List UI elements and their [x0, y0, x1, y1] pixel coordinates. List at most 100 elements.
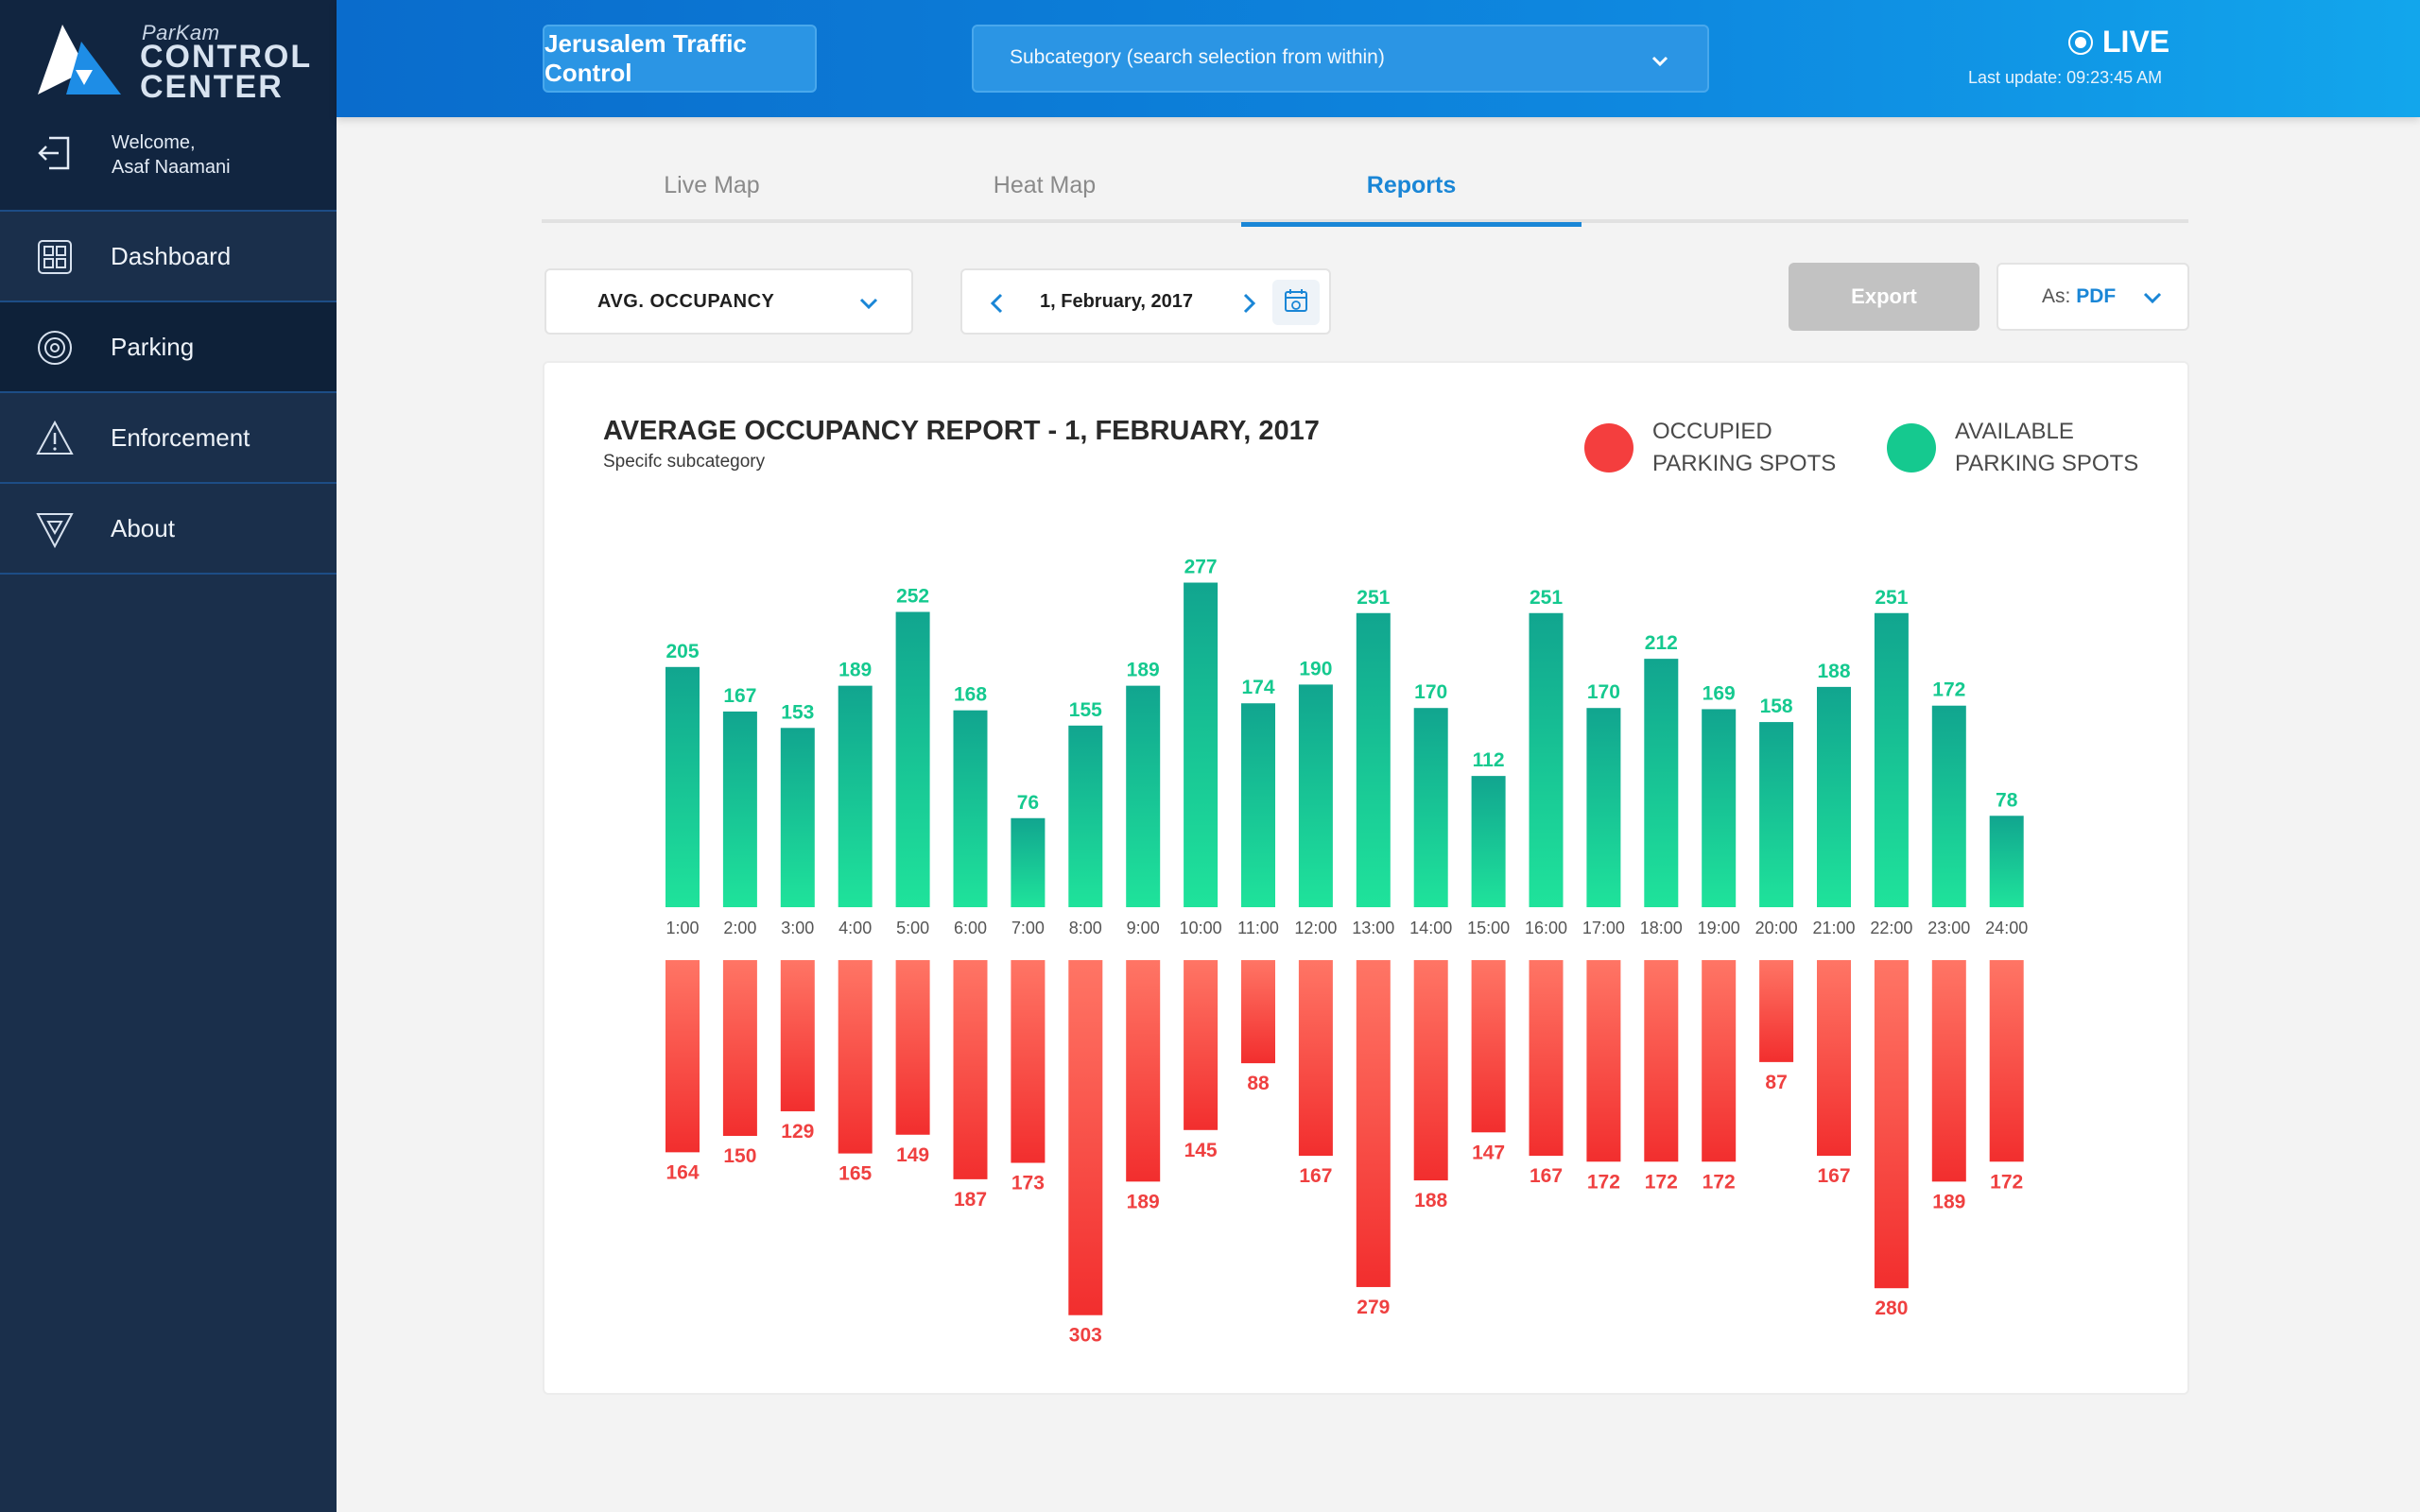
occupied-bar — [1644, 960, 1679, 1162]
sidebar-item-parking[interactable]: Parking — [0, 302, 337, 393]
available-bar — [838, 685, 873, 907]
occupied-value-label: 279 — [1357, 1297, 1390, 1318]
available-value-label: 78 — [1996, 789, 2018, 811]
x-tick-label: 15:00 — [1467, 919, 1510, 937]
available-value-label: 205 — [666, 641, 699, 662]
x-tick-label: 2:00 — [723, 919, 756, 937]
x-tick-label: 5:00 — [896, 919, 929, 937]
occupied-value-label: 303 — [1069, 1325, 1102, 1347]
sidebar-item-about[interactable]: About — [0, 484, 337, 575]
sidebar: ParKam CONTROL CENTER Welcome, Asaf Naam… — [0, 0, 337, 1512]
subcategory-select[interactable]: Subcategory (search selection from withi… — [972, 25, 1709, 93]
available-value-label: 277 — [1184, 557, 1218, 578]
x-tick-label: 24:00 — [1985, 919, 2028, 937]
available-bar — [666, 666, 700, 907]
occupied-bar — [1989, 960, 2024, 1162]
occupied-value-label: 147 — [1472, 1142, 1505, 1163]
x-tick-label: 10:00 — [1180, 919, 1222, 937]
occupied-value-label: 172 — [1703, 1171, 1736, 1193]
available-value-label: 158 — [1760, 696, 1793, 717]
logout-icon[interactable] — [36, 134, 74, 172]
available-value-label: 153 — [781, 701, 814, 723]
category-button[interactable]: Jerusalem Traffic Control — [543, 25, 817, 93]
sidebar-item-dashboard[interactable]: Dashboard — [0, 212, 337, 302]
occupied-bar — [1356, 960, 1391, 1287]
occupied-bar — [1241, 960, 1275, 1064]
legend-available: AVAILABLE PARKING SPOTS — [1955, 416, 2138, 480]
available-bar — [1011, 817, 1046, 907]
legend-available-line1: AVAILABLE — [1955, 419, 2074, 444]
x-tick-label: 4:00 — [838, 919, 872, 937]
tab-live-map[interactable]: Live Map — [664, 172, 760, 198]
x-tick-label: 20:00 — [1755, 919, 1798, 937]
available-bar — [1759, 722, 1794, 907]
x-tick-label: 16:00 — [1525, 919, 1567, 937]
occupied-value-label: 167 — [1817, 1165, 1850, 1187]
available-bar — [780, 728, 815, 907]
occupied-bar — [1184, 960, 1219, 1130]
occupied-value-label: 172 — [1645, 1171, 1678, 1193]
calendar-icon — [1285, 289, 1307, 312]
occupancy-chart: 205 1:00 164 167 2:00 150 153 3:00 129 189 4:00 165… — [666, 557, 2028, 1347]
occupied-value-label: 189 — [1127, 1191, 1160, 1212]
report-card: 205 1:00 164 167 2:00 150 153 3:00 129 189 4:00 165… — [543, 361, 2189, 1395]
brand-line-1: CONTROL — [140, 39, 313, 75]
available-value-label: 188 — [1817, 661, 1850, 682]
occupied-bar — [1068, 960, 1103, 1315]
brand-line-2: CENTER — [140, 69, 284, 105]
available-value-label: 167 — [723, 685, 756, 707]
available-bar — [1586, 708, 1621, 907]
available-bar — [1529, 612, 1564, 907]
available-bar — [1702, 709, 1737, 907]
occupied-bar — [780, 960, 815, 1111]
top-header: Jerusalem Traffic Control Subcategory (s… — [337, 0, 2420, 117]
tab-reports[interactable]: Reports — [1241, 159, 1582, 227]
chart-title: AVERAGE OCCUPANCY REPORT - 1, FEBRUARY, … — [603, 416, 1320, 446]
occupied-value-label: 189 — [1932, 1191, 1965, 1212]
metric-select[interactable]: AVG. OCCUPANCY — [544, 268, 913, 335]
available-bar — [1126, 685, 1161, 907]
date-value: 1, February, 2017 — [1040, 291, 1193, 312]
available-value-label: 190 — [1299, 658, 1332, 679]
occupied-value-label: 165 — [838, 1163, 872, 1185]
available-bar — [1068, 725, 1103, 907]
export-format-text: As: PDF — [2042, 285, 2116, 308]
parkam-logo-icon — [38, 25, 121, 94]
metric-value: AVG. OCCUPANCY — [597, 291, 775, 312]
occupied-bar — [838, 960, 873, 1154]
welcome-greeting: Welcome, — [112, 132, 196, 153]
x-tick-label: 22:00 — [1870, 919, 1912, 937]
legend-available-line2: PARKING SPOTS — [1955, 451, 2139, 476]
occupied-value-label: 129 — [781, 1121, 814, 1143]
sidebar-item-label: Dashboard — [111, 242, 232, 270]
occupied-bar — [666, 960, 700, 1153]
occupied-value-label: 145 — [1184, 1140, 1218, 1161]
chevron-right-icon[interactable] — [1236, 291, 1261, 316]
occupied-bar — [1586, 960, 1621, 1162]
tab-heat-map[interactable]: Heat Map — [993, 172, 1097, 198]
subcategory-placeholder: Subcategory (search selection from withi… — [1010, 46, 1385, 68]
logo-shield-icon — [36, 513, 74, 548]
sidebar-item-label: Enforcement — [111, 423, 251, 452]
available-value-label: 168 — [954, 684, 987, 706]
occupied-bar — [1298, 960, 1333, 1157]
brand-small-text: ParKam — [142, 21, 220, 44]
available-value-label: 112 — [1473, 749, 1505, 771]
available-value-label: 189 — [1127, 660, 1160, 681]
chevron-down-icon — [859, 298, 878, 310]
occupied-bar — [1011, 960, 1046, 1163]
sidebar-item-enforcement[interactable]: Enforcement — [0, 393, 337, 484]
calendar-button[interactable] — [1272, 280, 1320, 325]
export-format-select[interactable]: As: PDF — [1996, 263, 2189, 331]
x-tick-label: 18:00 — [1640, 919, 1683, 937]
export-button[interactable]: Export — [1789, 263, 1979, 331]
chevron-left-icon[interactable] — [985, 291, 1010, 316]
occupied-value-label: 167 — [1530, 1165, 1563, 1187]
sidebar-item-label: About — [111, 514, 175, 542]
grid-icon — [38, 240, 72, 274]
x-tick-label: 13:00 — [1352, 919, 1394, 937]
available-bar — [1241, 703, 1275, 907]
x-tick-label: 21:00 — [1812, 919, 1855, 937]
occupied-bar — [895, 960, 930, 1135]
last-update: Last update: 09:23:45 AM — [1968, 68, 2163, 87]
